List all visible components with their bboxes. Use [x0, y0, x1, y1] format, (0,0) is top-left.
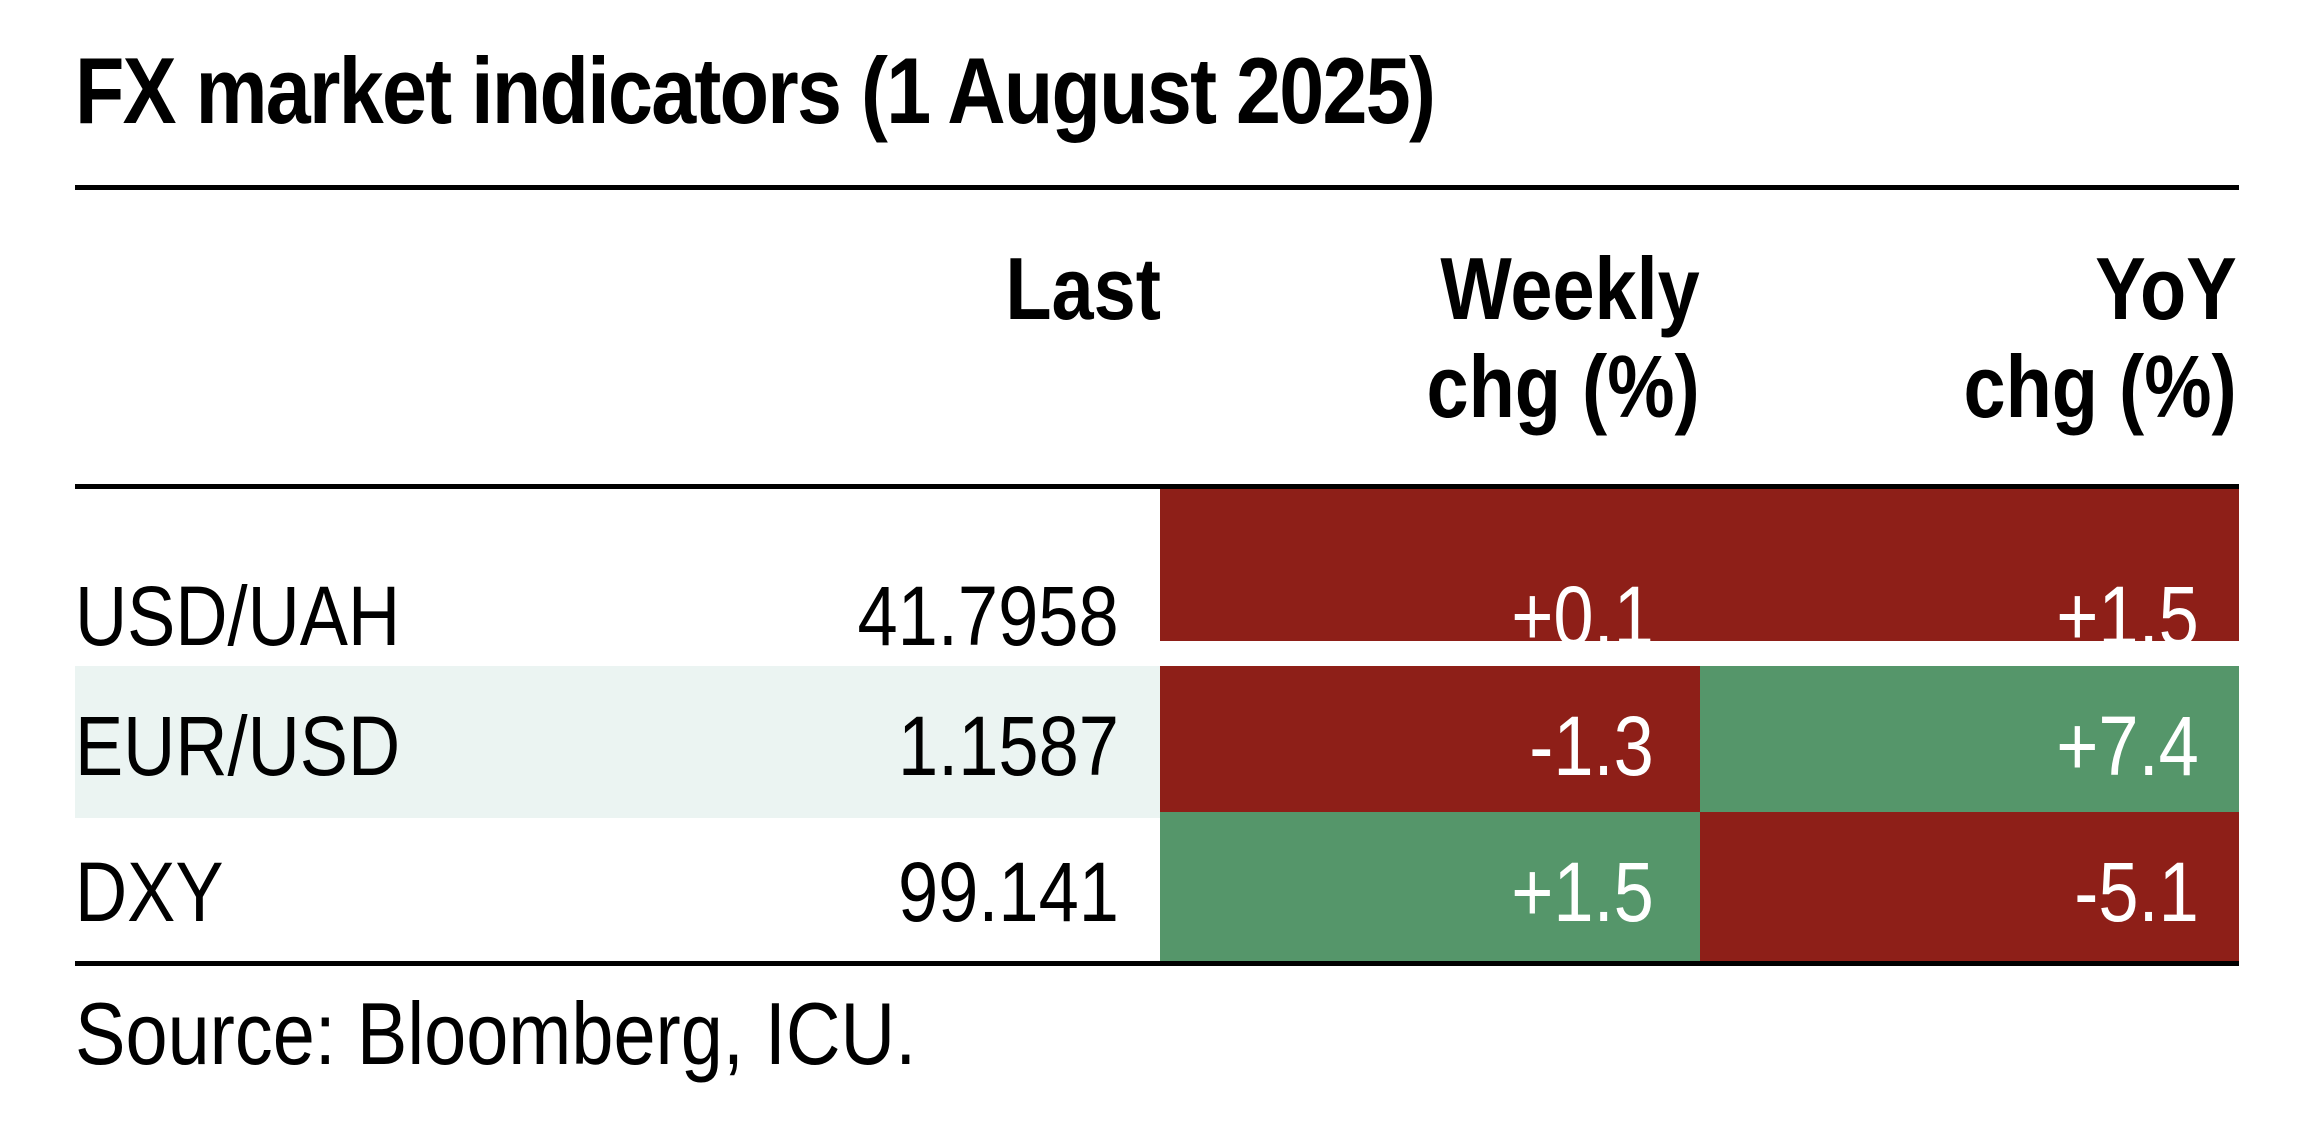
row-last: 1.1587	[898, 699, 1119, 793]
row-weekly-chg: -1.3	[1529, 699, 1654, 793]
table-title: FX market indicators (1 August 2025)	[75, 38, 1436, 143]
header-rule	[75, 484, 2239, 489]
table-row-dxy: DXY 99.141 +1.5 -5.1	[75, 812, 2239, 964]
weekly-cell-fill	[1160, 489, 1700, 641]
yoy-cell-fill	[1700, 666, 2239, 818]
yoy-cell-fill	[1700, 489, 2239, 641]
row-yoy-chg: +1.5	[2056, 569, 2199, 663]
row-weekly-chg: +0.1	[1511, 569, 1654, 663]
header-weekly-line-1: Weekly	[1440, 239, 1700, 338]
row-last: 99.141	[898, 845, 1119, 939]
row-weekly-chg: +1.5	[1511, 845, 1654, 939]
row-name: DXY	[75, 845, 224, 939]
header-yoy-line-1: YoY	[2095, 239, 2237, 338]
top-rule	[75, 185, 2239, 190]
header-last: Last	[1005, 240, 1161, 338]
weekly-cell-fill	[1160, 812, 1700, 964]
weekly-cell-fill	[1160, 666, 1700, 818]
source-note: Source: Bloomberg, ICU.	[75, 984, 917, 1083]
row-yoy-chg: +7.4	[2056, 699, 2199, 793]
table-row-eur-usd: EUR/USD 1.1587 -1.3 +7.4	[75, 666, 2239, 818]
row-background	[75, 666, 1160, 818]
table-row-usd-uah: USD/UAH 41.7958 +0.1 +1.5	[75, 489, 2239, 658]
row-name: USD/UAH	[75, 569, 401, 663]
row-last: 41.7958	[857, 569, 1119, 663]
header-last-line-2: Last	[1005, 239, 1161, 338]
header-weekly-chg: Weekly chg (%)	[1427, 240, 1700, 436]
row-yoy-chg: -5.1	[2074, 845, 2199, 939]
row-name: EUR/USD	[75, 699, 401, 793]
header-yoy-line-2: chg (%)	[1963, 337, 2237, 436]
bottom-rule	[75, 961, 2239, 966]
header-weekly-line-2: chg (%)	[1426, 337, 1700, 436]
yoy-cell-fill	[1700, 812, 2239, 964]
header-yoy-chg: YoY chg (%)	[1964, 240, 2237, 436]
